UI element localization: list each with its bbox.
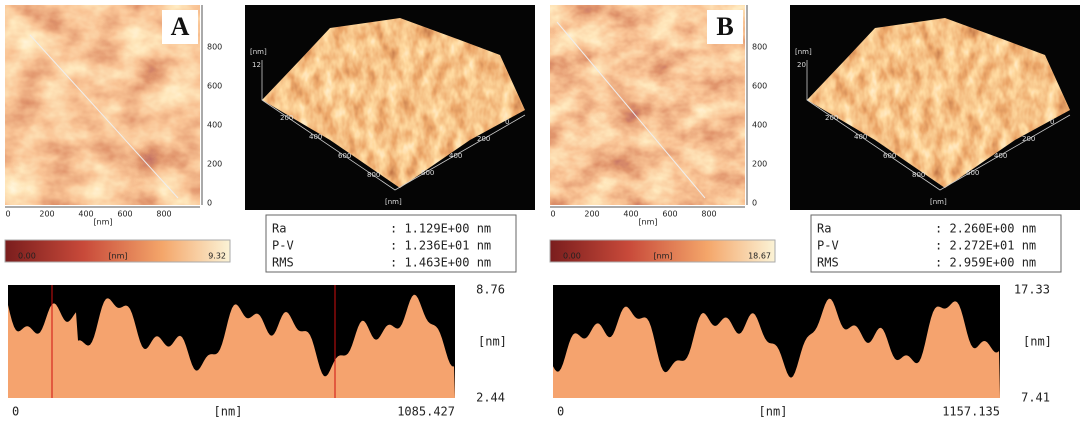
panel-label: B — [716, 12, 733, 41]
x-tick-label: 400 — [623, 210, 638, 219]
profile-trace — [556, 21, 706, 199]
profile-x-unit: [nm] — [759, 405, 788, 419]
x-tick-label: 800 — [701, 210, 716, 219]
profile-unit: [nm] — [478, 335, 507, 349]
y-tick-label: 800 — [752, 43, 767, 52]
y-tick-3d: 400 — [994, 152, 1007, 160]
x-tick-3d: 200 — [280, 114, 293, 122]
z-tick: 20 — [797, 61, 806, 69]
y-tick-3d: 400 — [449, 152, 462, 160]
profile-bottom: 2.44 — [476, 391, 505, 405]
y-tick-label: 600 — [752, 82, 767, 91]
panel: B 800 600 400 200 0 0 200 400 600 800 [nm] [nm] 20 200… — [549, 5, 1080, 419]
z-unit: [nm] — [795, 48, 812, 56]
x-tick-3d: 800 — [912, 171, 925, 179]
panel-label-box — [707, 10, 743, 44]
panel-label: A — [171, 12, 190, 41]
y-tick-3d: 0 — [1050, 118, 1054, 126]
y-tick-3d: 600 — [966, 169, 979, 177]
stat-value: : 2.260E+00 nm — [935, 222, 1036, 236]
stat-value: : 1.129E+00 nm — [390, 222, 491, 236]
y-tick-3d: 200 — [1022, 135, 1035, 143]
profile-x-start: 0 — [557, 405, 564, 419]
y-tick-label: 0 — [207, 199, 212, 208]
profile-x-start: 0 — [12, 405, 19, 419]
profile-x-end: 1085.427 — [397, 405, 455, 419]
y-tick-label: 200 — [752, 160, 767, 169]
colorbar-max: 18.67 — [748, 252, 771, 261]
x-unit: [nm] — [93, 218, 112, 227]
profile-bottom: 7.41 — [1021, 391, 1050, 405]
profile-x-unit: [nm] — [214, 405, 243, 419]
colorbar-min: 0.00 — [18, 252, 36, 261]
stat-name: RMS — [817, 256, 839, 270]
stat-value: : 2.959E+00 nm — [935, 256, 1036, 270]
axis-3d — [806, 60, 1071, 191]
x-tick-label: 400 — [78, 210, 93, 219]
stat-name: Ra — [817, 222, 831, 236]
profile-x-end: 1157.135 — [942, 405, 1000, 419]
x-tick-label: 0 — [550, 210, 555, 219]
panel: A 800 600 400 200 0 0 200 400 600 800 [nm] [nm] 12 200… — [4, 5, 535, 419]
x-tick-3d: 400 — [854, 133, 867, 141]
x-tick-3d: 800 — [367, 171, 380, 179]
stat-name: P-V — [272, 239, 294, 253]
x-tick-3d: 600 — [338, 152, 351, 160]
profile-area — [553, 298, 1000, 398]
unit-3d: [nm] — [930, 198, 947, 206]
y-tick-label: 400 — [207, 121, 222, 130]
x-tick-label: 0 — [5, 210, 10, 219]
colorbar-unit: [nm] — [653, 252, 672, 261]
axis-3d — [261, 60, 526, 191]
y-tick-3d: 0 — [505, 118, 509, 126]
y-tick-3d: 200 — [477, 135, 490, 143]
profile-top: 17.33 — [1014, 283, 1050, 297]
y-tick-3d: 600 — [421, 169, 434, 177]
colorbar — [549, 239, 776, 263]
y-tick-label: 200 — [207, 160, 222, 169]
z-unit: [nm] — [250, 48, 267, 56]
panel-label-box — [162, 10, 198, 44]
stats-box — [810, 214, 1062, 273]
colorbar — [4, 239, 231, 263]
x-unit: [nm] — [638, 218, 657, 227]
unit-3d: [nm] — [385, 198, 402, 206]
x-tick-label: 600 — [662, 210, 677, 219]
z-tick: 12 — [252, 61, 261, 69]
colorbar-min: 0.00 — [563, 252, 581, 261]
stat-value: : 2.272E+01 nm — [935, 239, 1036, 253]
colorbar-max: 9.32 — [208, 252, 226, 261]
y-tick-label: 400 — [752, 121, 767, 130]
stat-name: Ra — [272, 222, 286, 236]
profile-trace — [29, 34, 179, 199]
x-tick-3d: 600 — [883, 152, 896, 160]
y-tick-label: 0 — [752, 199, 757, 208]
profile-top: 8.76 — [476, 283, 505, 297]
y-tick-label: 800 — [207, 43, 222, 52]
x-tick-label: 800 — [156, 210, 171, 219]
x-tick-3d: 200 — [825, 114, 838, 122]
profile-unit: [nm] — [1023, 335, 1052, 349]
stats-box — [265, 214, 517, 273]
x-tick-label: 200 — [584, 210, 599, 219]
x-tick-label: 600 — [117, 210, 132, 219]
x-tick-label: 200 — [39, 210, 54, 219]
x-tick-3d: 400 — [309, 133, 322, 141]
profile-area — [8, 294, 455, 398]
stat-value: : 1.236E+01 nm — [390, 239, 491, 253]
y-tick-label: 600 — [207, 82, 222, 91]
stat-name: RMS — [272, 256, 294, 270]
colorbar-unit: [nm] — [108, 252, 127, 261]
stat-name: P-V — [817, 239, 839, 253]
stat-value: : 1.463E+00 nm — [390, 256, 491, 270]
